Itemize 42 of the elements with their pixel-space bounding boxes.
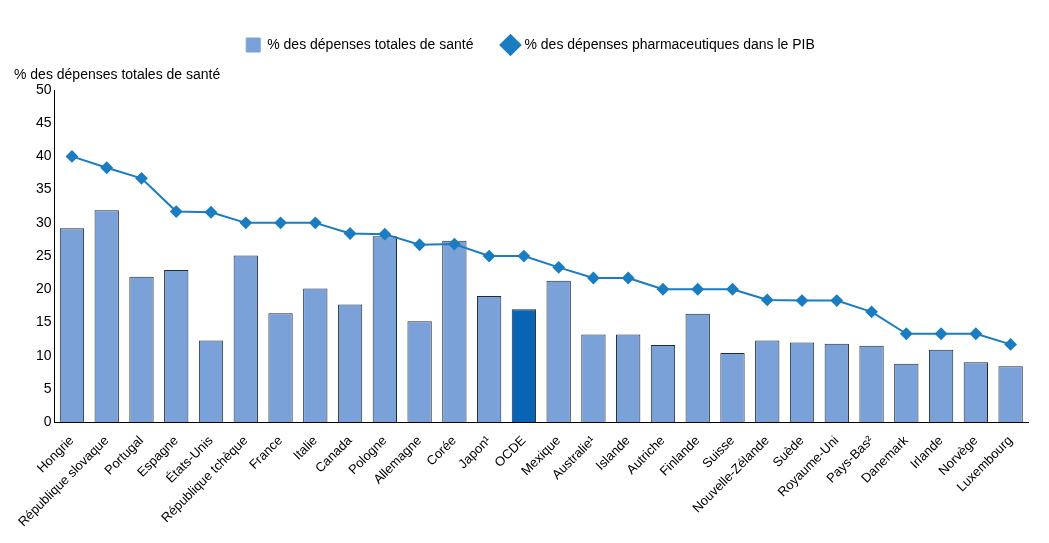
point [656, 283, 669, 296]
point [413, 238, 426, 251]
point [552, 261, 565, 274]
point [726, 283, 739, 296]
point [378, 228, 391, 241]
y-tick-label: 40 [35, 147, 52, 164]
point [865, 305, 878, 318]
point [205, 206, 218, 219]
point [448, 238, 461, 251]
point [1004, 338, 1017, 351]
point [135, 172, 148, 185]
point [170, 205, 183, 218]
point [587, 271, 600, 284]
point [900, 327, 913, 340]
y-tick-label: 10 [35, 346, 52, 363]
point [100, 161, 113, 174]
point [830, 294, 843, 307]
point [344, 227, 357, 240]
legend-label: % des dépenses pharmaceutiques dans le PIB [524, 35, 815, 52]
y-tick-label: 0 [43, 412, 52, 429]
point [517, 250, 530, 263]
point [969, 327, 982, 340]
point [309, 216, 322, 229]
point [622, 271, 635, 284]
y-tick-label: 15 [35, 313, 52, 330]
y-tick-label: 20 [35, 280, 52, 297]
y-tick-label: 45 [35, 114, 52, 131]
point [65, 150, 78, 163]
point [483, 250, 496, 263]
y-tick-label: 50 [35, 80, 52, 97]
legend-label: % des dépenses totales de santé [267, 35, 474, 52]
y-axis-title: % des dépenses totales de santé [14, 65, 221, 82]
y-tick-label: 25 [35, 246, 52, 263]
y-tick-label: 5 [43, 379, 52, 396]
y-tick-label: 35 [35, 180, 52, 197]
point [935, 327, 948, 340]
point [761, 293, 774, 306]
y-tick-label: 30 [35, 213, 52, 230]
point [239, 216, 252, 229]
point [796, 294, 809, 307]
point [691, 283, 704, 296]
point [274, 216, 287, 229]
